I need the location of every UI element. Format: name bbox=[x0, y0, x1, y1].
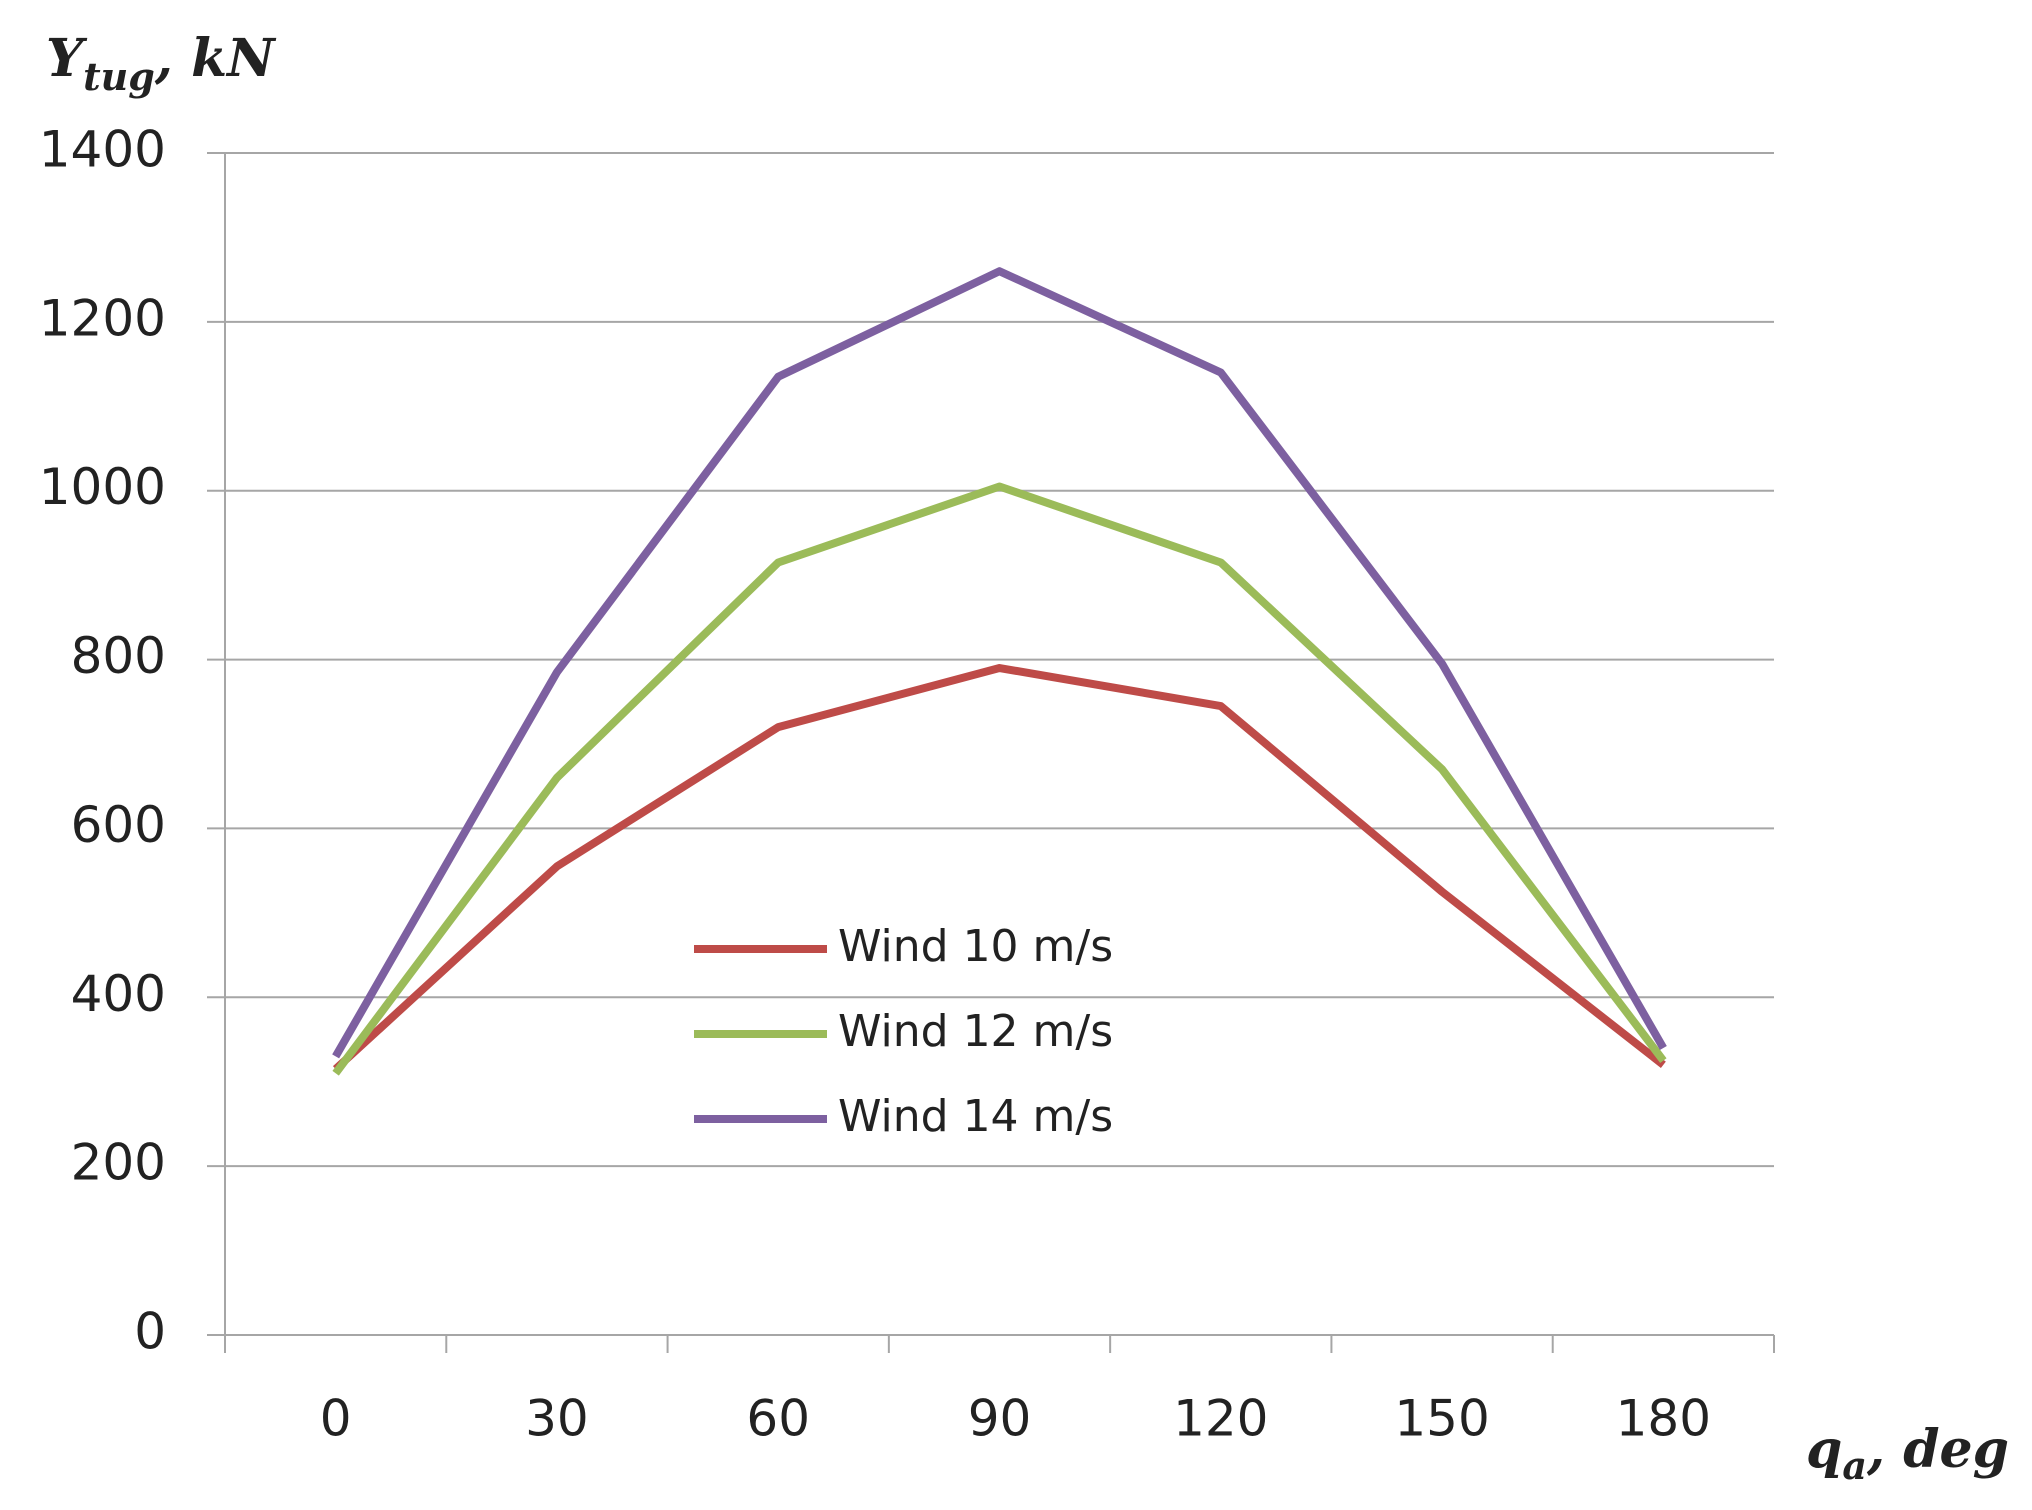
y-axis-title: Ytug, kN bbox=[46, 28, 277, 99]
y-tick-label: 800 bbox=[71, 627, 166, 685]
series-line bbox=[332, 267, 1667, 1059]
series-line bbox=[332, 664, 1666, 1073]
x-axis-title: qa, deg bbox=[1806, 1419, 2009, 1488]
x-title-sub: a bbox=[1842, 1443, 1867, 1488]
y-title-main: Y bbox=[46, 28, 88, 89]
legend-label: Wind 12 m/s bbox=[838, 1006, 1113, 1057]
x-tick-label: 0 bbox=[320, 1390, 352, 1448]
y-tick-label: 200 bbox=[71, 1134, 166, 1192]
x-tick-label: 120 bbox=[1173, 1390, 1268, 1448]
y-tick-label: 1200 bbox=[39, 289, 166, 347]
legend-label: Wind 14 m/s bbox=[838, 1091, 1113, 1142]
y-tick-label: 1000 bbox=[39, 458, 166, 516]
x-title-main: q bbox=[1806, 1419, 1842, 1480]
x-tick-label: 60 bbox=[746, 1390, 810, 1448]
x-title-rest: , deg bbox=[1866, 1419, 2009, 1480]
y-tick-label: 0 bbox=[134, 1303, 166, 1361]
y-tick-label: 400 bbox=[71, 965, 166, 1023]
x-tick-label: 150 bbox=[1394, 1390, 1489, 1448]
y-tick-label: 600 bbox=[71, 796, 166, 854]
legend-label: Wind 10 m/s bbox=[838, 921, 1113, 972]
x-tick-label: 90 bbox=[968, 1390, 1032, 1448]
y-title-sub: tug bbox=[83, 54, 155, 99]
x-tick-label: 30 bbox=[525, 1390, 589, 1448]
y-title-rest: , kN bbox=[154, 28, 277, 89]
series-line bbox=[332, 482, 1667, 1076]
y-tick-label: 1400 bbox=[39, 121, 166, 179]
x-tick-label: 180 bbox=[1616, 1390, 1711, 1448]
